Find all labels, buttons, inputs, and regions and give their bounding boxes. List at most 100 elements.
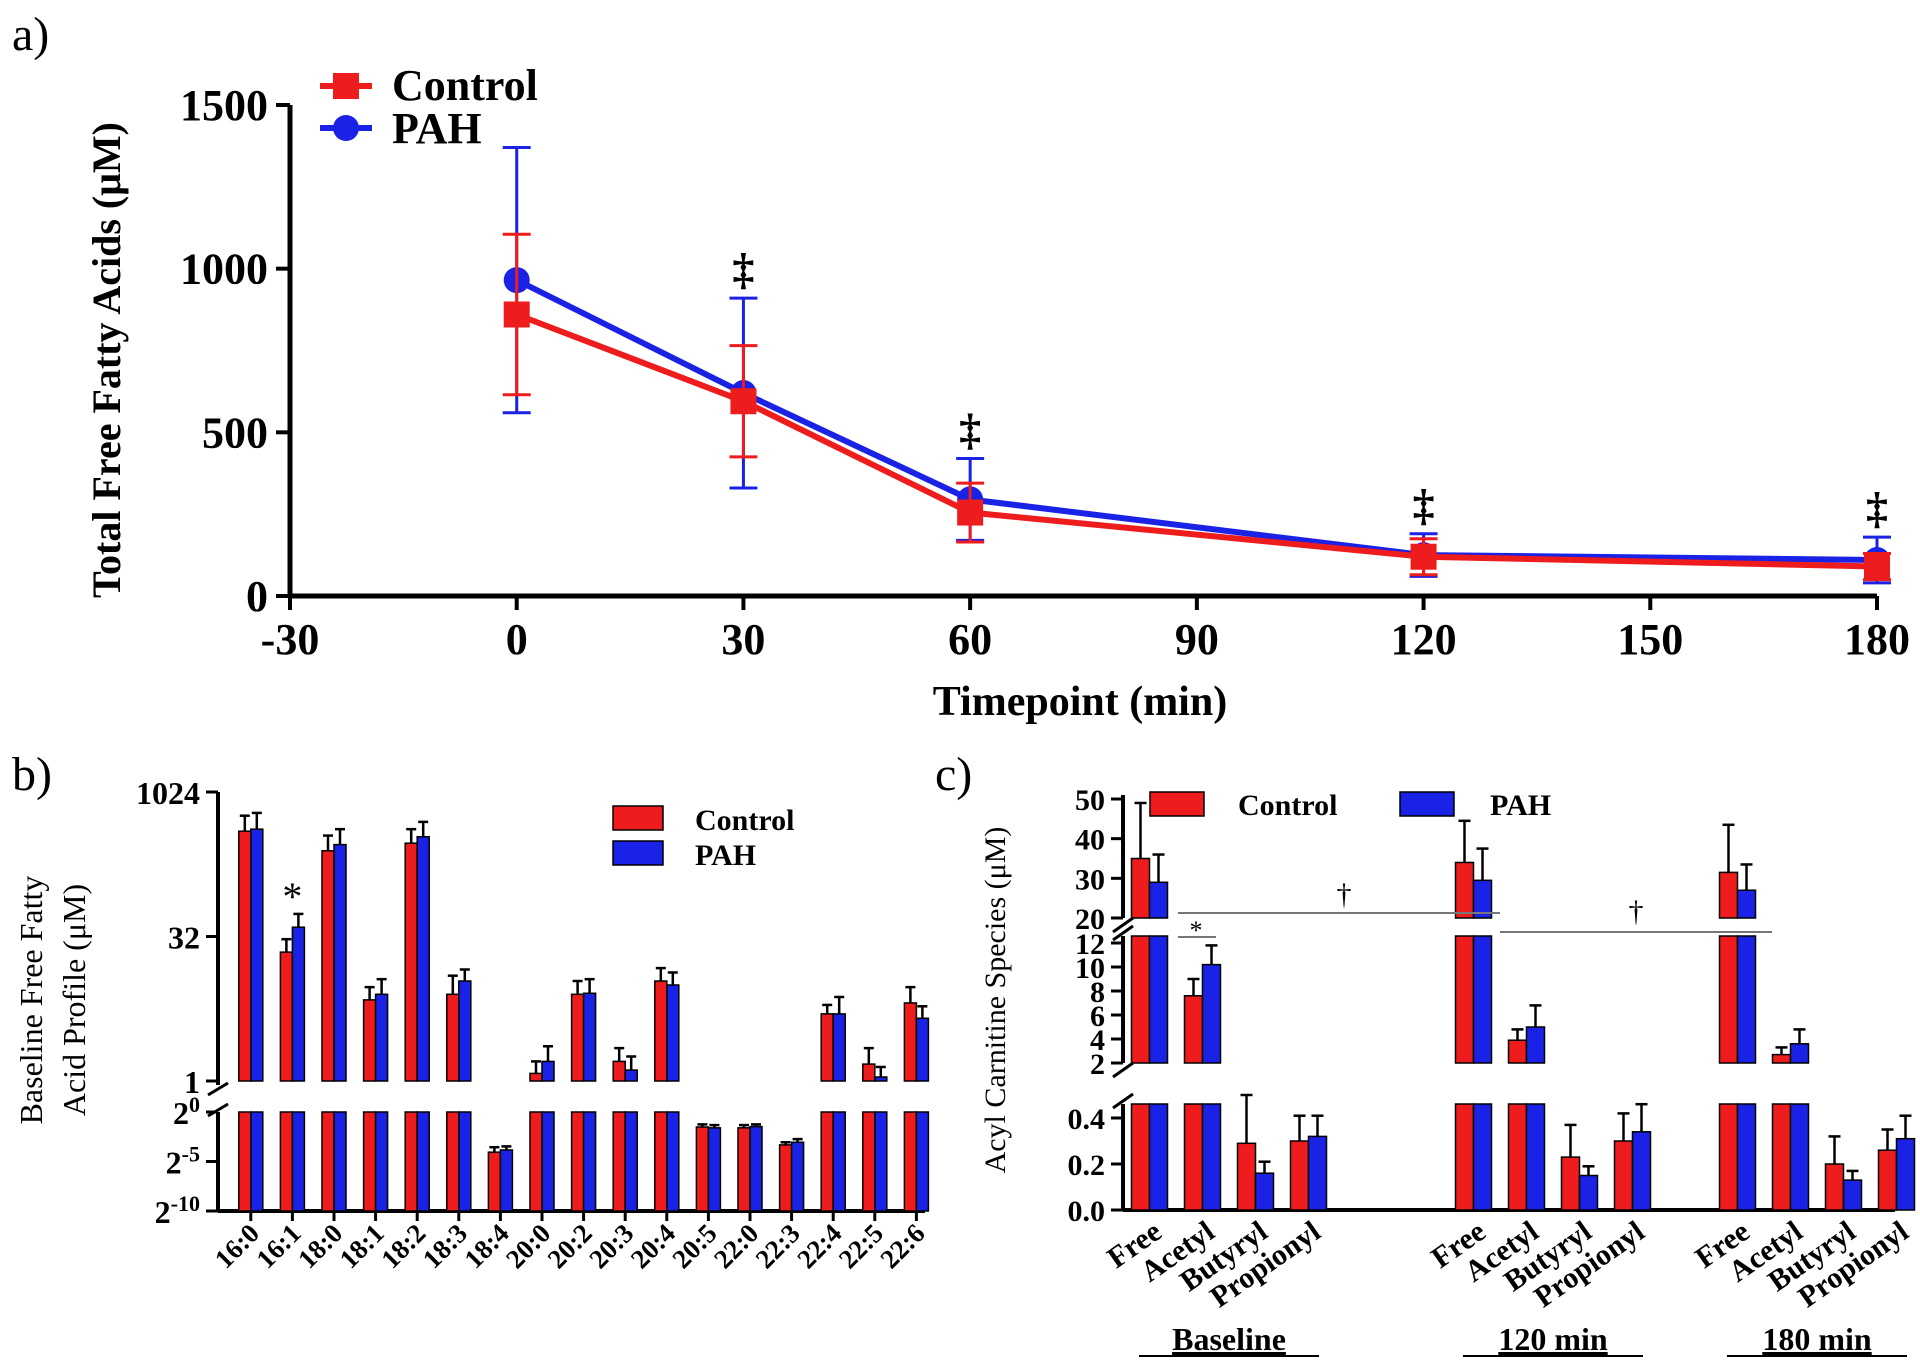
y-tick-label: 20 — [173, 1092, 200, 1131]
bar-pah — [250, 828, 264, 1082]
bar-pah — [416, 836, 430, 1082]
panel-a-xlabel: Timepoint (min) — [933, 679, 1227, 725]
y-tick-label: 8 — [1090, 976, 1105, 1009]
bar-control — [820, 1111, 834, 1212]
y-tick-label: 1 — [184, 1064, 200, 1100]
panel-a-label: a) — [12, 8, 49, 61]
y-tick-label: 2 — [1090, 1048, 1105, 1081]
bar-control — [446, 1111, 460, 1212]
data-point — [957, 499, 984, 526]
bar-pah — [374, 993, 389, 1082]
data-point — [1410, 543, 1437, 570]
bar-control — [1130, 857, 1151, 919]
bar-pah — [749, 1125, 763, 1212]
bar-control — [862, 1111, 876, 1212]
bar-pah — [666, 1111, 680, 1212]
y-tick-label: 40 — [1075, 824, 1105, 857]
panel-c-ylabel: Acyl Carnitine Species (μM) — [979, 827, 1012, 1174]
bar-control — [1718, 1103, 1739, 1211]
y-tick-label: 32 — [168, 920, 200, 956]
x-tick-label: 30 — [721, 615, 765, 664]
panel-a-legend-control: Control — [392, 61, 538, 110]
axis-break-mark — [207, 1102, 229, 1118]
panel-a-ylabel: Total Free Fatty Acids (μM) — [84, 122, 129, 598]
y-tick-label: 2-5 — [166, 1142, 200, 1181]
bar-control — [1718, 871, 1739, 919]
y-tick-label: 4 — [1090, 1024, 1105, 1057]
bar-control — [1183, 1103, 1204, 1211]
y-tick-label: 50 — [1075, 784, 1105, 817]
bar-control — [612, 1111, 626, 1212]
panel-c-legend-control: Control — [1238, 789, 1337, 822]
bar-control — [1613, 1140, 1634, 1211]
bar-control — [1507, 1039, 1528, 1064]
significance-mark: ‡ — [1413, 481, 1435, 530]
bar-control — [1130, 1103, 1151, 1211]
bar-control — [1824, 1163, 1845, 1211]
bar-control — [903, 1111, 918, 1212]
bar-pah — [250, 1111, 264, 1212]
bar-pah — [915, 1017, 930, 1082]
bar-pah — [582, 1111, 597, 1212]
significance-mark: † — [1337, 878, 1352, 911]
panel-b-ylabel-line2: Acid Profile (μM) — [56, 884, 92, 1116]
panel-b-ylabel-line1: Baseline Free Fatty — [13, 876, 49, 1125]
y-tick-label: 0 — [246, 572, 268, 621]
bar-pah — [1736, 935, 1757, 1064]
y-tick-label: 30 — [1075, 863, 1105, 896]
bar-control — [404, 1111, 418, 1212]
significance-mark: ‡ — [732, 245, 754, 294]
bar-control — [695, 1126, 710, 1212]
bar-pah — [333, 843, 347, 1082]
bar-control — [778, 1144, 793, 1212]
bar-control — [1454, 935, 1475, 1064]
x-tick-label: -30 — [261, 615, 320, 664]
y-tick-label: 1000 — [180, 245, 268, 294]
legend-swatch-control — [612, 805, 664, 831]
bar-control — [1454, 1103, 1475, 1211]
bar-pah — [624, 1111, 638, 1212]
legend-marker-pah — [333, 115, 359, 141]
y-tick-label: 0.0 — [1068, 1195, 1106, 1228]
bar-pah — [333, 1111, 347, 1212]
panel-c-legend-pah: PAH — [1490, 789, 1551, 822]
group-label: 120 min — [1498, 1321, 1608, 1357]
y-tick-label: 20 — [1075, 903, 1105, 936]
y-tick-label: 6 — [1090, 1000, 1105, 1033]
legend-swatch-control — [1149, 791, 1205, 817]
group-label: Baseline — [1172, 1321, 1286, 1357]
bar-control — [570, 993, 585, 1082]
bar-pah — [1736, 889, 1757, 919]
bar-pah — [666, 984, 680, 1082]
bar-pah — [541, 1111, 555, 1212]
panel-b-legend-control: Control — [695, 804, 794, 837]
axis-break-mark — [207, 1081, 229, 1097]
bar-pah — [1895, 1137, 1916, 1211]
bar-pah — [832, 1013, 846, 1082]
bar-control — [1877, 1149, 1898, 1211]
bar-pah — [1525, 1103, 1546, 1211]
legend-swatch-pah — [1399, 791, 1455, 817]
axis-break-mark — [1112, 924, 1134, 942]
bar-pah — [291, 1111, 306, 1212]
bar-control — [321, 850, 335, 1082]
bar-control — [1771, 1053, 1792, 1064]
bar-control — [1454, 861, 1475, 919]
x-tick-label: 22:6 — [874, 1218, 930, 1274]
bar-control — [903, 1002, 918, 1082]
bar-pah — [1789, 1103, 1810, 1211]
bar-control — [612, 1060, 626, 1082]
y-tick-label: 2-10 — [155, 1191, 200, 1230]
bar-control — [1718, 935, 1739, 1064]
data-point — [1864, 553, 1890, 580]
bar-pah — [1307, 1135, 1328, 1211]
bar-pah — [1472, 1103, 1493, 1211]
axis-break-mark — [1112, 1092, 1134, 1110]
bar-pah — [1148, 935, 1169, 1064]
bar-control — [737, 1127, 751, 1212]
bar-control — [1771, 1103, 1792, 1211]
significance-mark: * — [282, 874, 302, 919]
significance-mark: * — [1190, 916, 1203, 945]
